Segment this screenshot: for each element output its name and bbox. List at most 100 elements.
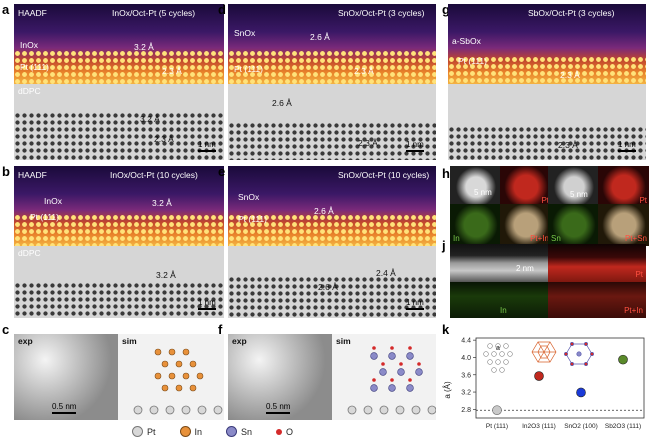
eds-haadf: 5 nm xyxy=(450,166,502,208)
scale-line xyxy=(406,308,424,310)
pt-legend-icon xyxy=(132,426,143,437)
scale-bar: 1 nm xyxy=(406,140,424,152)
spacing-label-2: 2.3 Å xyxy=(354,66,374,76)
panel-title: SnOx/Oct-Pt (3 cycles) xyxy=(338,8,425,18)
spacing-label-1: 3.2 Å xyxy=(134,42,154,52)
map-label: Sn xyxy=(551,234,561,243)
sno2-structure-inset xyxy=(564,342,594,366)
y-ticks: 4.4 4.0 3.6 3.2 2.8 xyxy=(461,338,476,414)
spacing-label-1: 2.3 Å xyxy=(560,70,580,80)
scale-line xyxy=(198,150,216,152)
map-label: Pt+In xyxy=(530,234,549,243)
panel-title: SbOx/Oct-Pt (3 cycles) xyxy=(528,8,615,18)
panel-letter-g: g xyxy=(442,2,450,17)
substrate-label: Pt (111) xyxy=(234,64,263,74)
in2o3-structure-inset xyxy=(531,341,557,363)
dpc-image-a: dDPC 3.2 Å 2.3 Å 1 nm xyxy=(14,84,224,160)
dpc-image-g: 2.3 Å 1 nm xyxy=(448,84,646,160)
scale-bar: 1 nm xyxy=(406,298,424,310)
panel-letter-h: h xyxy=(442,166,450,181)
sim-label: sim xyxy=(336,336,351,346)
map-label: Pt xyxy=(635,270,643,279)
y-tick-label: 4.0 xyxy=(461,355,471,362)
sim-image-c: sim xyxy=(118,334,224,420)
lattice-chart: a (Å) 4.4 4.0 3.6 3.2 2.8 Pt (111) In2O3 (111… xyxy=(443,337,645,430)
legend-sn: Sn xyxy=(241,426,253,437)
map-label: Pt+Sn xyxy=(624,234,647,243)
dpc-label: dDPC xyxy=(18,86,41,96)
dpc-image-e: 2.6 Å 2.4 Å 1 nm xyxy=(228,246,436,318)
exp-image-f: exp 0.5 nm xyxy=(228,334,332,420)
eds-group-h: 5 nm Pt In Pt+In xyxy=(450,166,552,246)
legend: Pt In Sn O xyxy=(132,426,293,437)
substrate-label: Pt (111) xyxy=(20,62,49,72)
pt-lattice xyxy=(228,214,436,246)
data-points xyxy=(492,354,628,416)
spacing-label-1: 3.2 Å xyxy=(140,114,160,124)
x-tick-label: Sb2O3 (111) xyxy=(605,423,641,430)
panel-letter-f: f xyxy=(218,322,223,337)
scale-bar: 1 nm xyxy=(198,140,216,152)
haadf-label: HAADF xyxy=(18,8,47,18)
pt-lattice-dpc xyxy=(14,112,224,160)
scale-line xyxy=(406,150,424,152)
eds-map-in: In xyxy=(450,204,502,246)
substrate-label: Pt (111) xyxy=(30,212,59,222)
dpc-label: dDPC xyxy=(18,248,41,258)
film-label: SnOx xyxy=(234,28,256,38)
map-label: In xyxy=(500,306,507,315)
scale-label: 0.5 nm xyxy=(266,402,291,411)
x-tick-label: SnO2 (100) xyxy=(564,423,598,430)
eds-group-j: 2 nm Pt In Pt+In xyxy=(450,244,646,318)
y-tick-label: 3.6 xyxy=(461,372,471,379)
scale-line xyxy=(266,412,291,414)
scale-label: 5 nm xyxy=(474,188,492,197)
panel-letter-b: b xyxy=(2,164,10,179)
pt-lattice-dpc xyxy=(228,122,436,160)
haadf-image-a: HAADF InOx/Oct-Pt (5 cycles) InOx Pt (11… xyxy=(14,4,224,84)
panel-letter-a: a xyxy=(2,2,10,17)
inset-label: a xyxy=(496,345,500,352)
haadf-image-d: SnOx/Oct-Pt (3 cycles) SnOx Pt (111) 2.6… xyxy=(228,4,436,84)
x-ticks: Pt (111) In2O3 (111) SnO2 (100) Sb2O3 (111) xyxy=(486,423,641,430)
sn-legend-icon xyxy=(226,426,238,437)
eds-haadf: 5 nm xyxy=(548,166,600,208)
in2o3-point xyxy=(534,371,544,381)
sb2o3-point xyxy=(618,354,628,365)
panel-letter-d: d xyxy=(218,2,226,17)
legend-in: In xyxy=(194,426,203,437)
spacing-label-2: 2.4 Å xyxy=(376,268,396,278)
map-label: In xyxy=(453,234,460,243)
spacing-label-1: 2.6 Å xyxy=(318,282,338,292)
eds-map-overlay: Pt+In xyxy=(500,204,552,246)
dpc-image-b: dDPC 3.2 Å 1 nm xyxy=(14,246,224,318)
sim-label: sim xyxy=(122,336,137,346)
spacing-label-2: 2.3 Å xyxy=(154,134,174,144)
scale-label: 1 nm xyxy=(618,140,636,149)
pt-lattice xyxy=(14,214,224,246)
panel-letter-j: j xyxy=(442,238,446,253)
film-label: InOx xyxy=(20,40,38,50)
sim-atoms-f xyxy=(347,346,436,415)
plot-frame xyxy=(475,337,645,419)
exp-image-c: exp 0.5 nm xyxy=(14,334,118,420)
scale-label: 1 nm xyxy=(406,140,424,149)
substrate-label: Pt (111) xyxy=(238,214,267,224)
scale-label: 0.5 nm xyxy=(52,402,77,411)
scale-label: 1 nm xyxy=(198,140,216,149)
eds-map-pt: Pt xyxy=(598,166,649,208)
eds-map-pt: Pt xyxy=(500,166,552,208)
spacing-label-2: 2.3 Å xyxy=(162,66,182,76)
x-tick-label: Pt (111) xyxy=(486,423,508,430)
pt-lattice-dpc xyxy=(14,282,224,318)
panel-title: InOx/Oct-Pt (5 cycles) xyxy=(112,8,196,18)
spacing-label-1: 2.6 Å xyxy=(314,206,334,216)
eds-map-sn: Sn xyxy=(548,204,600,246)
spacing-label-1: 2.6 Å xyxy=(272,98,292,108)
pt-lattice-dpc xyxy=(448,126,646,160)
dpc-image-d: 2.6 Å 2.3 Å 1 nm xyxy=(228,84,436,160)
scale-bar: 0.5 nm xyxy=(52,402,77,414)
sim-image-f: sim xyxy=(332,334,436,420)
pt-atoms xyxy=(347,405,436,415)
scale-bar: 1 nm xyxy=(618,140,636,152)
